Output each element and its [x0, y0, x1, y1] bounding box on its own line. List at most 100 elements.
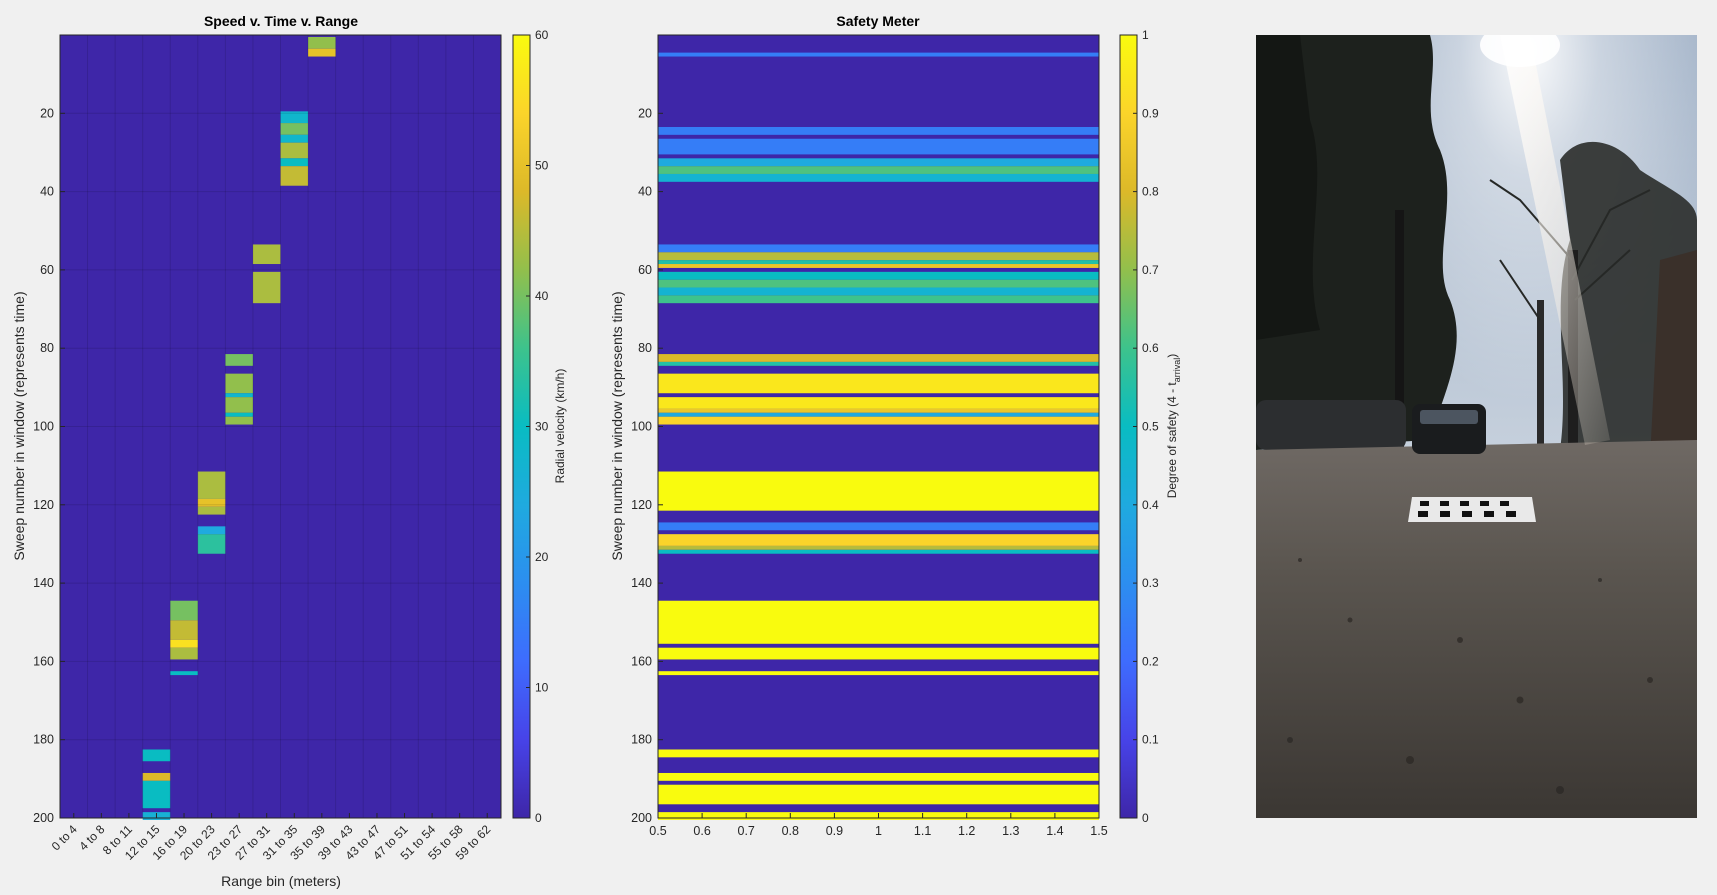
safety-chart-xtick-label: 1.5 — [1090, 824, 1107, 838]
safety-chart-xtick-label: 0.9 — [826, 824, 843, 838]
safety-chart-ytick-label: 160 — [631, 654, 652, 668]
safety-chart-ytick-label: 80 — [638, 341, 652, 355]
speed-colorbar-tick-label: 30 — [535, 420, 549, 434]
safety-band — [658, 166, 1099, 174]
safety-band — [658, 534, 1099, 546]
speed-cell — [197, 498, 226, 507]
safety-chart-xtick-label: 1.2 — [958, 824, 975, 838]
speed-cell — [170, 671, 198, 676]
safety-band — [658, 264, 1099, 268]
safety-chart-xtick-label: 1.1 — [914, 824, 931, 838]
safety-colorbar-tick-label: 0.1 — [1142, 733, 1159, 747]
speed-chart-xtick-label: 0 to 4 — [49, 822, 80, 853]
speed-cell — [170, 647, 198, 660]
safety-chart-xtick-label: 0.6 — [693, 824, 710, 838]
safety-chart-ytick-label: 100 — [631, 420, 652, 434]
speed-chart-ytick-label: 60 — [40, 263, 54, 277]
speed-cell — [308, 36, 336, 49]
speed-cell — [142, 780, 171, 809]
safety-colorbar-tick-label: 1 — [1142, 28, 1149, 42]
safety-colorbar-tick-label: 0.7 — [1142, 263, 1159, 277]
speed-colorbar: 0 10 20 30 40 50 60 Radial velocity (km/h) — [512, 28, 567, 825]
speed-chart-ylabel: Sweep number in window (represents time) — [11, 291, 27, 560]
safety-band — [658, 361, 1099, 366]
safety-band — [658, 295, 1099, 304]
safety-band — [658, 138, 1099, 155]
speed-cell — [225, 373, 253, 394]
safety-chart-xtick-label: 0.7 — [738, 824, 755, 838]
safety-chart-ytick-label: 60 — [638, 263, 652, 277]
safety-band — [658, 522, 1099, 531]
safety-band — [658, 158, 1099, 167]
safety-chart-ytick-label: 40 — [638, 185, 652, 199]
speed-cell — [197, 526, 226, 535]
safety-chart-xtick-label: 0.5 — [649, 824, 666, 838]
safety-chart-ytick-label: 20 — [638, 106, 652, 120]
speed-cell — [308, 48, 336, 57]
safety-band — [658, 173, 1099, 182]
speed-chart-title: Speed v. Time v. Range — [204, 13, 358, 29]
safety-band — [658, 671, 1099, 676]
speed-cell — [197, 506, 226, 515]
speed-cell — [280, 166, 309, 186]
safety-chart-ytick-label: 120 — [631, 498, 652, 512]
speed-cell — [280, 123, 309, 135]
safety-band — [658, 471, 1099, 511]
speed-cell — [280, 134, 309, 143]
speed-chart-ytick-label: 120 — [33, 498, 54, 512]
speed-cell — [170, 600, 198, 621]
speed-colorbar-tick-label: 60 — [535, 28, 549, 42]
speed-cell — [280, 111, 309, 124]
safety-band — [658, 252, 1099, 261]
safety-band — [658, 271, 1099, 280]
safety-band — [658, 545, 1099, 550]
safety-colorbar: 0 0.1 0.2 0.3 0.4 0.5 0.6 0.7 0.8 0.9 1 Degree of … — [1119, 28, 1182, 825]
safety-band — [658, 127, 1099, 135]
speed-cell — [252, 244, 281, 265]
speed-cell — [225, 412, 253, 417]
street-photo — [1256, 35, 1697, 818]
speed-cell — [225, 354, 253, 366]
speed-cell — [280, 142, 309, 159]
safety-colorbar-tick-label: 0.9 — [1142, 106, 1159, 120]
safety-band — [658, 416, 1099, 425]
safety-chart-ytick-label: 200 — [631, 811, 652, 825]
safety-colorbar-tick-label: 0.2 — [1142, 654, 1159, 668]
safety-chart: Safety Meter 20406080100120140160180200 … — [609, 13, 1108, 838]
safety-chart-xtick-label: 1.3 — [1002, 824, 1019, 838]
speed-colorbar-tick-label: 50 — [535, 159, 549, 173]
safety-colorbar-tick-label: 0.4 — [1142, 498, 1159, 512]
speed-chart-ytick-label: 140 — [33, 576, 54, 590]
safety-chart-title: Safety Meter — [836, 13, 920, 29]
speed-chart-ytick-label: 40 — [40, 185, 54, 199]
safety-band — [658, 287, 1099, 296]
safety-band — [658, 408, 1099, 413]
safety-chart-ytick-label: 140 — [631, 576, 652, 590]
safety-band — [658, 772, 1099, 781]
safety-band — [658, 412, 1099, 417]
safety-chart-xtick-label: 1 — [875, 824, 882, 838]
safety-colorbar-tick-label: 0 — [1142, 811, 1149, 825]
safety-band — [658, 373, 1099, 394]
safety-colorbar-tick-label: 0.3 — [1142, 576, 1159, 590]
speed-chart-ytick-label: 160 — [33, 654, 54, 668]
speed-colorbar-tick-label: 20 — [535, 550, 549, 564]
speed-cell — [142, 772, 171, 781]
radar-target — [1408, 497, 1536, 522]
speed-cell — [142, 749, 171, 762]
safety-band — [658, 647, 1099, 660]
safety-band — [658, 354, 1099, 362]
speed-cell — [225, 393, 253, 398]
speed-chart-ytick-label: 80 — [40, 341, 54, 355]
safety-band — [658, 549, 1099, 554]
safety-band — [658, 279, 1099, 288]
speed-chart: Speed v. Time v. Range 20 40 60 80 100 120 140… — [11, 13, 502, 889]
speed-colorbar-label: Radial velocity (km/h) — [553, 369, 567, 484]
safety-band — [658, 397, 1099, 409]
safety-chart-ylabel: Sweep number in window (represents time) — [609, 291, 625, 560]
safety-band — [658, 260, 1099, 265]
safety-band — [658, 749, 1099, 758]
safety-band — [658, 244, 1099, 253]
safety-chart-xtick-label: 0.8 — [782, 824, 799, 838]
speed-cell — [252, 271, 281, 304]
